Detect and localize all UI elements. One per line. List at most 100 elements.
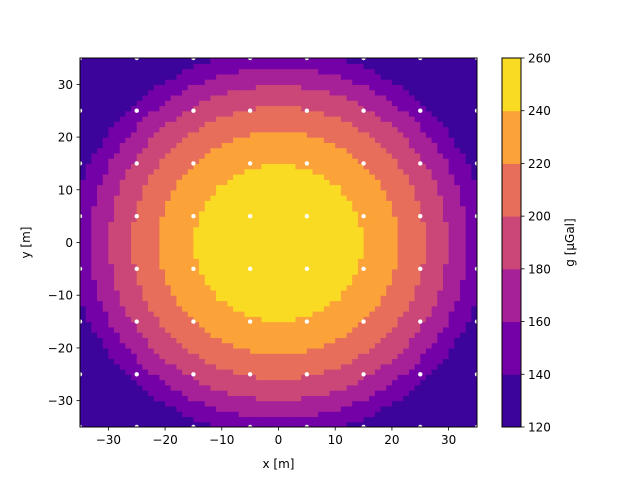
contour-cell	[346, 384, 353, 391]
contour-cell	[250, 126, 257, 133]
contour-cell	[227, 284, 234, 291]
contour-cell	[386, 279, 393, 286]
contour-cell	[352, 63, 359, 70]
contour-cell	[289, 363, 297, 370]
contour-cell	[335, 189, 342, 196]
contour-cell	[397, 400, 404, 407]
contour-cell	[284, 94, 291, 101]
contour-cell	[261, 358, 268, 365]
contour-cell	[148, 158, 155, 165]
contour-cell	[391, 411, 399, 418]
contour-cell	[193, 305, 200, 312]
contour-cell	[85, 73, 92, 80]
contour-cell	[374, 63, 382, 70]
contour-cell	[250, 189, 257, 196]
contour-cell	[369, 89, 376, 96]
contour-cell	[465, 242, 472, 249]
contour-cell	[414, 342, 421, 349]
measurement-point	[134, 213, 139, 219]
contour-cell	[301, 84, 308, 91]
contour-cell	[335, 121, 342, 128]
contour-cell	[153, 205, 160, 212]
contour-cell	[425, 121, 433, 128]
contour-cell	[363, 284, 370, 291]
measurement-point	[474, 161, 477, 166]
contour-cell	[386, 379, 393, 386]
contour-cell	[312, 274, 319, 280]
contour-cell	[165, 226, 172, 233]
contour-cell	[91, 184, 98, 191]
contour-cell	[397, 405, 404, 412]
contour-cell	[374, 173, 382, 180]
contour-cell	[363, 68, 370, 75]
contour-cell	[221, 168, 229, 175]
contour-cell	[91, 416, 98, 423]
contour-cell	[425, 300, 433, 307]
contour-cell	[369, 337, 376, 344]
contour-cell	[187, 179, 195, 186]
contour-cell	[301, 216, 308, 223]
contour-cell	[131, 100, 138, 107]
contour-cell	[148, 400, 155, 407]
contour-cell	[159, 152, 166, 159]
contour-cell	[114, 400, 121, 407]
contour-cell	[199, 421, 206, 427]
contour-cell	[408, 321, 416, 328]
contour-cell	[187, 237, 195, 244]
contour-cell	[352, 205, 359, 212]
contour-cell	[471, 268, 477, 275]
contour-cell	[148, 353, 155, 360]
contour-cell	[442, 100, 450, 107]
contour-cell	[301, 405, 308, 412]
contour-cell	[136, 79, 143, 85]
contour-cell	[431, 110, 438, 117]
contour-cell	[369, 363, 376, 370]
contour-cell	[182, 163, 189, 170]
contour-cell	[255, 326, 263, 333]
contour-cell	[374, 395, 382, 402]
contour-cell	[142, 168, 149, 175]
contour-cell	[374, 221, 382, 228]
contour-cell	[148, 147, 155, 154]
contour-cell	[465, 168, 472, 175]
contour-cell	[250, 110, 257, 117]
contour-cell	[267, 395, 274, 402]
contour-cell	[97, 216, 104, 223]
contour-cell	[216, 131, 223, 138]
contour-cell	[448, 242, 455, 249]
contour-cell	[227, 179, 234, 186]
contour-cell	[131, 300, 138, 307]
contour-cell	[318, 158, 325, 165]
contour-cell	[442, 316, 450, 323]
contour-cell	[250, 311, 257, 317]
contour-cell	[187, 189, 195, 196]
contour-cell	[187, 73, 195, 80]
contour-cell	[437, 94, 444, 101]
contour-cell	[272, 237, 280, 244]
contour-cell	[102, 289, 109, 296]
contour-cell	[193, 390, 200, 396]
contour-cell	[85, 179, 92, 186]
contour-cell	[80, 353, 87, 360]
contour-cell	[216, 379, 223, 386]
contour-cell	[221, 332, 229, 338]
contour-cell	[244, 379, 251, 386]
contour-cell	[176, 115, 183, 122]
contour-cell	[238, 326, 246, 333]
contour-cell	[374, 405, 382, 412]
contour-cell	[193, 258, 200, 265]
contour-cell	[374, 284, 382, 291]
contour-cell	[380, 84, 387, 91]
contour-cell	[374, 332, 382, 338]
contour-cell	[210, 405, 217, 412]
contour-cell	[131, 268, 138, 275]
contour-cell	[131, 200, 138, 207]
contour-cell	[340, 347, 348, 354]
contour-cell	[386, 374, 393, 381]
contour-cell	[437, 347, 444, 354]
contour-cell	[289, 395, 297, 402]
contour-cell	[380, 195, 387, 201]
contour-cell	[233, 342, 240, 349]
contour-cell	[85, 110, 92, 117]
measurement-point	[134, 372, 139, 377]
